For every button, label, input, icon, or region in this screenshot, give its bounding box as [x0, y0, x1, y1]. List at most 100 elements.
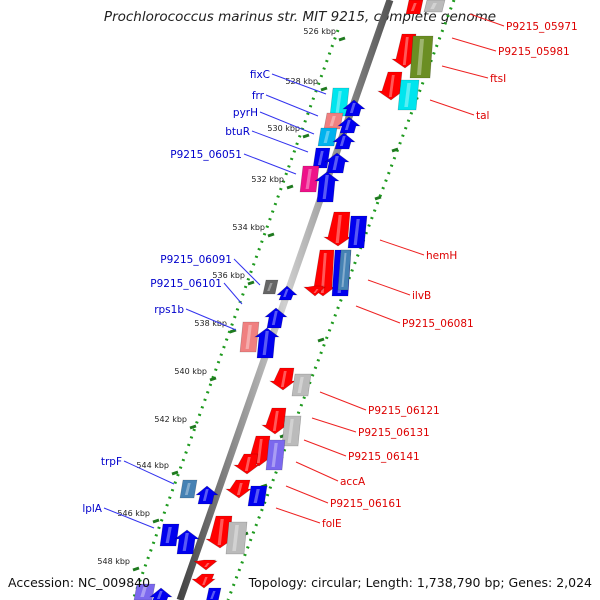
gene-bottom-left-block [133, 583, 156, 600]
gene-p9215-06121-block [291, 373, 312, 397]
gene-p9215-05981-arrow-shine [402, 37, 409, 65]
ruler-tick [320, 86, 328, 92]
leader-line-right [379, 239, 425, 256]
gene-label-right[interactable]: P9215_06081 [402, 318, 474, 330]
gene-p9215-06131-block-shine [287, 419, 294, 443]
gene-frr-arrow-shine [349, 103, 356, 113]
gene-label-left[interactable]: pyrH [233, 107, 258, 119]
gene-ilvB-stripe [337, 249, 352, 291]
gene-lplA-block [159, 523, 180, 547]
gene-p9215-06081-arrow [303, 285, 326, 297]
gene-trpF-block-shine [184, 483, 191, 495]
gene-label-right[interactable]: folE [322, 518, 342, 530]
accession-label: Accession: NC_009840 [8, 575, 151, 590]
leader-lines-layer [103, 13, 505, 529]
leader-line-left [265, 94, 319, 117]
gene-label-left[interactable]: P9215_06101 [150, 278, 222, 290]
gene-folE-arrow [204, 515, 234, 549]
leader-line-left [251, 130, 309, 153]
gene-label-right[interactable]: P9215_06141 [348, 451, 420, 463]
gene-label-right[interactable]: ftsI [490, 73, 506, 85]
ruler-tick-label: 542 kbp [154, 415, 187, 424]
gene-p9215-06051-block [299, 165, 320, 193]
gene-bottom-block-shine [210, 591, 216, 599]
gene-folE-arrow-shine [217, 519, 224, 545]
gene-fixC-block-shine [335, 91, 342, 113]
outer-tick [374, 195, 382, 201]
gene-rps1b-arrow2-shine [262, 331, 269, 355]
gene-label-left[interactable]: P9215_06051 [170, 149, 242, 161]
gene-frr-block [323, 112, 344, 130]
gene-p9215-06121-block-shine [297, 377, 304, 393]
gene-frr-arrow [342, 99, 366, 117]
gene-pyrH-block [317, 127, 338, 147]
leader-line-right [303, 439, 347, 457]
ruler-tick [171, 470, 179, 476]
gene-trpF-arrow-shine [202, 489, 209, 501]
gene-frr-block-shine [329, 116, 336, 126]
gene-hemH-block [347, 215, 368, 249]
gene-btuR-arrow [332, 132, 356, 150]
ruler-tick-label: 528 kbp [285, 77, 318, 86]
gene-p9215-05971-gray [423, 0, 446, 13]
gene-label-right[interactable]: tal [476, 110, 489, 122]
leader-line-left [223, 282, 243, 305]
topology-label: Topology: circular; Length: 1,738,790 bp… [248, 575, 592, 590]
gene-ilvB-arrow-shine [320, 253, 327, 293]
gene-p9215-06091-block [262, 279, 279, 295]
gene-p9215-06091-block-shine [267, 283, 273, 291]
gene-accA-arrow-shine [244, 457, 251, 471]
leader-line-right [319, 391, 367, 411]
ruler-tick-label: 530 kbp [267, 124, 300, 133]
gene-tal-block-shine [404, 83, 411, 107]
gene-p9215-06161-arrow-shine [236, 483, 243, 495]
leader-line-left [259, 111, 315, 135]
leader-line-right [429, 99, 475, 116]
gene-ilvB-stripe-shine [341, 253, 347, 287]
gene-p9215-06161-arrow [225, 479, 252, 499]
gene-p9215-06141-block-shine [271, 443, 278, 467]
gene-label-right[interactable]: accA [340, 476, 366, 488]
gene-p9215-06101-arrow-shine [283, 289, 289, 297]
ruler-tick [247, 280, 255, 286]
ruler-tick [267, 232, 275, 238]
gene-label-left[interactable]: fixC [250, 69, 270, 81]
gene-tal-block [397, 79, 420, 111]
gene-label-left[interactable]: frr [252, 90, 265, 102]
gene-bottom-arrow-2-shine [202, 577, 208, 585]
labels-layer: fixC frr pyrH btuR P9215_06051 P9215_06091 P92… [82, 21, 577, 530]
gene-label-right[interactable]: P9215_06161 [330, 498, 402, 510]
gene-rps1b-block [239, 321, 260, 353]
gene-label-left[interactable]: rps1b [154, 304, 184, 316]
gene-label-right[interactable]: P9215_05971 [506, 21, 578, 33]
gene-p9215-06051-arrow-shine [332, 156, 339, 170]
gene-accA-arrow [233, 453, 260, 475]
gene-label-left[interactable]: lplA [82, 503, 102, 515]
ruler-tick [338, 36, 346, 42]
gene-rps1b-arrow [264, 307, 288, 329]
gene-label-left[interactable]: P9215_06091 [160, 254, 232, 266]
ruler-tick-label: 548 kbp [97, 557, 130, 566]
gene-lplA-arrow [174, 529, 200, 555]
gene-bottom-arrow-1 [193, 559, 218, 571]
ruler-tick-label: 544 kbp [136, 461, 169, 470]
ruler-tick-label: 546 kbp [117, 509, 150, 518]
gene-label-right[interactable]: hemH [426, 250, 457, 262]
leader-line-right [469, 13, 505, 27]
gene-label-right[interactable]: P9215_06131 [358, 427, 430, 439]
gene-label-right[interactable]: P9215_06121 [368, 405, 440, 417]
gene-p9215-05971-block [405, 0, 424, 15]
gene-label-right[interactable]: P9215_05981 [498, 46, 570, 58]
gene-pyrH-block-shine [323, 131, 330, 143]
leader-line-right [285, 485, 329, 504]
gene-label-left[interactable]: btuR [225, 126, 250, 138]
gene-lplA-block-shine [165, 527, 172, 543]
gene-label-right[interactable]: ilvB [412, 290, 431, 302]
ruler-tick [209, 376, 217, 382]
leader-line-right [355, 305, 401, 324]
leader-line-right [295, 461, 339, 482]
gene-p9215-06131-block [281, 415, 302, 447]
gene-label-left[interactable]: trpF [101, 456, 122, 468]
gene-ftsI-block-shine [417, 39, 424, 75]
leader-line-right [441, 65, 489, 79]
